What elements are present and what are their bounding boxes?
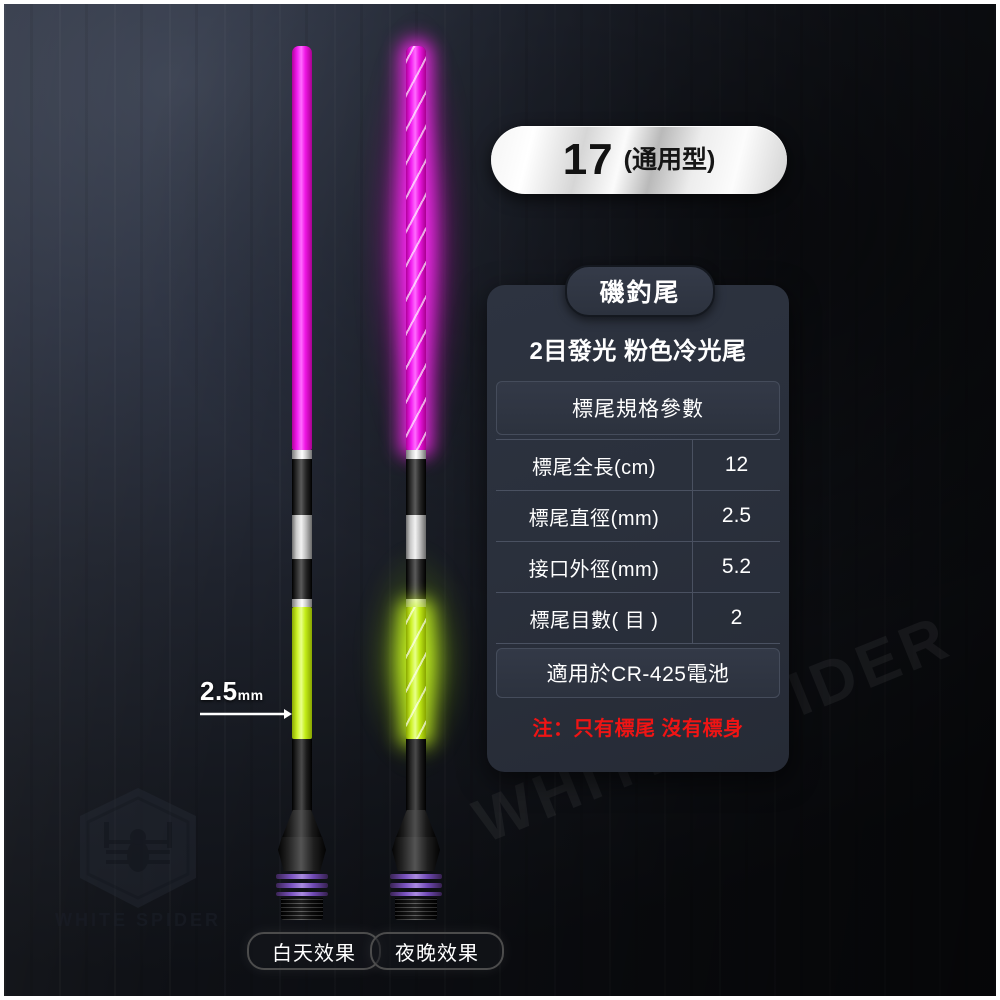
spec-key: 標尾目數( 目 ) [496, 593, 693, 643]
shaft-black-upper-night [406, 459, 426, 515]
diameter-annotation: 2.5mm [200, 676, 292, 725]
category-pill: 磯釣尾 [565, 265, 715, 317]
caption-daytime: 白天效果 [247, 932, 381, 970]
spec-table-header: 標尾規格參數 [496, 381, 780, 435]
caption-nighttime: 夜晚效果 [370, 932, 504, 970]
tip-magenta-night [406, 46, 426, 450]
diameter-unit: mm [237, 687, 264, 703]
ferrule-upper-night [406, 450, 426, 459]
spec-table: 標尾規格參數 標尾全長(cm) 12 標尾直徑(mm) 2.5 接口外徑(mm)… [496, 381, 780, 748]
shaft-black-lower-night [406, 559, 426, 599]
ferrule-lower-night [406, 599, 426, 607]
ferrule-upper-day [292, 450, 312, 459]
diameter-value: 2.5 [200, 676, 238, 706]
spec-value: 5.2 [721, 555, 752, 578]
warning-note: 注：只有標尾 沒有標身 [532, 717, 744, 740]
tip-green-night [406, 607, 426, 739]
spiral-pattern-green [406, 607, 426, 739]
spec-panel: 2目發光 粉色冷光尾 標尾規格參數 標尾全長(cm) 12 標尾直徑(mm) 2… [487, 285, 789, 772]
spec-value: 12 [724, 453, 749, 476]
spec-table-body: 標尾全長(cm) 12 標尾直徑(mm) 2.5 接口外徑(mm) 5.2 標尾… [496, 439, 780, 644]
float-tail-daytime [292, 46, 312, 876]
spec-value: 2 [730, 606, 743, 629]
spiral-pattern-magenta [406, 46, 426, 450]
badge-suffix: (通用型) [623, 145, 716, 174]
shaft-black-upper-day [292, 459, 312, 515]
spec-key: 接口外徑(mm) [496, 542, 693, 592]
table-row: 接口外徑(mm) 5.2 [496, 542, 780, 593]
category-pill-label: 磯釣尾 [599, 279, 681, 307]
battery-note: 適用於CR-425電池 [496, 648, 780, 698]
tip-magenta-day [292, 46, 312, 450]
spec-value: 2.5 [721, 504, 752, 527]
table-row: 標尾全長(cm) 12 [496, 440, 780, 491]
ferrule-lower-day [292, 599, 312, 607]
spec-key: 標尾直徑(mm) [496, 491, 693, 541]
tip-green-day [292, 607, 312, 739]
shaft-silver-day [292, 515, 312, 559]
badge-number: 17 [562, 135, 614, 184]
spec-panel-title: 2目發光 粉色冷光尾 [529, 338, 747, 365]
shaft-black-lower-day [292, 559, 312, 599]
float-tail-nighttime [406, 46, 426, 876]
shaft-silver-night [406, 515, 426, 559]
table-row: 標尾目數( 目 ) 2 [496, 593, 780, 644]
diameter-label: 2.5mm [200, 676, 292, 707]
spec-key: 標尾全長(cm) [496, 440, 693, 490]
table-row: 標尾直徑(mm) 2.5 [496, 491, 780, 542]
dimension-arrow-icon [200, 709, 292, 719]
model-number-badge: 17 (通用型) [491, 126, 787, 194]
